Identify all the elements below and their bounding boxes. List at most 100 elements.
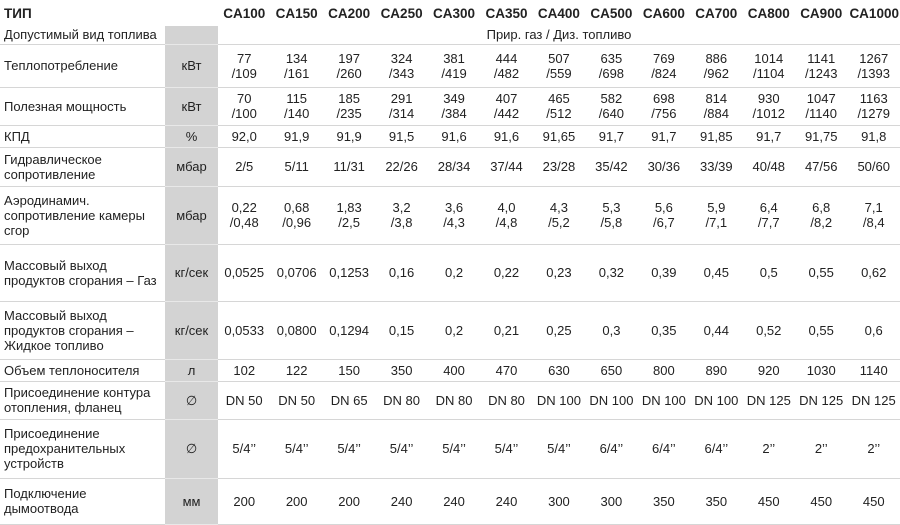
- model-header: CA500: [590, 5, 633, 21]
- row-value: 381 /419: [427, 44, 481, 88]
- row-value: 35/42: [585, 147, 638, 187]
- row-label: Полезная мощность: [0, 87, 165, 126]
- row-value: 0,45: [690, 244, 743, 302]
- row-value: 0,3: [585, 301, 638, 360]
- row-value: 91,9: [322, 125, 376, 148]
- row-value: 407 /442: [480, 87, 533, 126]
- row-unit: мбар: [165, 186, 218, 245]
- model-header: CA250: [380, 5, 423, 21]
- row-value: 450: [794, 478, 848, 525]
- row-value: 7,1 /8,4: [847, 186, 900, 245]
- row-value: 0,0525: [218, 244, 271, 302]
- row-value: 240: [480, 478, 533, 525]
- spec-row: Массовый выход продуктов сгорания – Газ к…: [0, 244, 900, 302]
- row-value: 6/4’’: [690, 419, 743, 479]
- model-header: CA200: [328, 5, 371, 21]
- row-value: 507 /559: [532, 44, 586, 88]
- row-label: Подключение дымоотвода: [0, 478, 165, 525]
- row-value: 300: [585, 478, 638, 525]
- row-value: 814 /884: [690, 87, 743, 126]
- row-value: DN 100: [585, 381, 638, 420]
- row-value: 0,22 /0,48: [218, 186, 271, 245]
- model-header: CA900: [800, 5, 843, 21]
- spec-row: Гидравлическое сопротивление мбар 2/5 5/11 1…: [0, 147, 900, 187]
- spec-row: Присоединение контура отопления, фланец ∅…: [0, 381, 900, 420]
- row-value: 0,23: [532, 244, 586, 302]
- row-unit: [165, 26, 218, 45]
- header-row: ТИП CA100 CA150 CA200 CA250 CA300 CA350 CA400 C…: [0, 0, 900, 26]
- row-value: 0,6: [847, 301, 900, 360]
- model-header: CA800: [747, 5, 790, 21]
- model-header: CA300: [433, 5, 476, 21]
- row-value: 635 /698: [585, 44, 638, 88]
- row-value: DN 125: [794, 381, 848, 420]
- row-value: 890: [690, 359, 743, 382]
- model-header: CA600: [642, 5, 685, 21]
- row-value: DN 65: [322, 381, 376, 420]
- row-value: 0,0800: [270, 301, 323, 360]
- row-value: 6,4 /7,7: [742, 186, 795, 245]
- row-value: 6,8 /8,2: [794, 186, 848, 245]
- row-value: 0,52: [742, 301, 795, 360]
- row-value: 324 /343: [375, 44, 428, 88]
- row-value: 22/26: [375, 147, 428, 187]
- row-value: 0,16: [375, 244, 428, 302]
- row-value: 5/4’’: [322, 419, 376, 479]
- row-value: 650: [585, 359, 638, 382]
- row-unit: кВт: [165, 44, 218, 88]
- row-value: 3,2 /3,8: [375, 186, 428, 245]
- row-value: 0,15: [375, 301, 428, 360]
- spec-row: Объем теплоносителя л 102 122 150 350 400 470 63…: [0, 359, 900, 382]
- header-title: ТИП: [4, 5, 32, 21]
- row-label: Допустимый вид топлива: [0, 26, 165, 45]
- row-value: 886 /962: [690, 44, 743, 88]
- row-value: 349 /384: [427, 87, 481, 126]
- row-value: 77 /109: [218, 44, 271, 88]
- row-unit: ∅: [165, 419, 218, 479]
- model-header: CA350: [485, 5, 528, 21]
- row-value: 0,1294: [322, 301, 376, 360]
- row-value: 30/36: [637, 147, 691, 187]
- row-value: 50/60: [847, 147, 900, 187]
- row-value: 5/11: [270, 147, 323, 187]
- spec-row: Подключение дымоотвода мм 200 200 200 240 240 2…: [0, 478, 900, 525]
- row-value: 6/4’’: [637, 419, 691, 479]
- row-value: 150: [322, 359, 376, 382]
- row-value: 1267 /1393: [847, 44, 900, 88]
- row-value: 0,32: [585, 244, 638, 302]
- row-value: 40/48: [742, 147, 795, 187]
- row-value: 5,6 /6,7: [637, 186, 691, 245]
- row-unit: ∅: [165, 381, 218, 420]
- row-value: 91,7: [742, 125, 795, 148]
- row-value: 197 /260: [322, 44, 376, 88]
- row-value: 91,75: [794, 125, 848, 148]
- row-value: 91,5: [375, 125, 428, 148]
- row-value: 0,0706: [270, 244, 323, 302]
- spec-row: Присоединение предохранительных устройст…: [0, 419, 900, 479]
- row-value: 6/4’’: [585, 419, 638, 479]
- spec-row: КПД% 92,0 91,9 91,9 91,5 91,6 91,6 91,65 91,7 91,…: [0, 125, 900, 148]
- row-value: 0,25: [532, 301, 586, 360]
- row-value: 91,6: [427, 125, 481, 148]
- row-unit: кг/сек: [165, 244, 218, 302]
- row-value: 470: [480, 359, 533, 382]
- row-value: 91,9: [270, 125, 323, 148]
- row-unit: %: [165, 125, 218, 148]
- row-value: 769 /824: [637, 44, 691, 88]
- model-header: CA1000: [849, 5, 899, 21]
- row-value: 1014 /1104: [742, 44, 795, 88]
- row-value: 2/5: [218, 147, 271, 187]
- row-value: 33/39: [690, 147, 743, 187]
- row-label: Гидравлическое сопротивление: [0, 147, 165, 187]
- row-value: DN 125: [742, 381, 795, 420]
- row-value: 450: [742, 478, 795, 525]
- row-value: 800: [637, 359, 691, 382]
- row-value: 582 /640: [585, 87, 638, 126]
- row-value: 200: [218, 478, 271, 525]
- row-value: 185 /235: [322, 87, 376, 126]
- row-label: КПД: [0, 125, 165, 148]
- row-value: 102: [218, 359, 271, 382]
- model-header: CA400: [537, 5, 580, 21]
- row-value: 5/4’’: [270, 419, 323, 479]
